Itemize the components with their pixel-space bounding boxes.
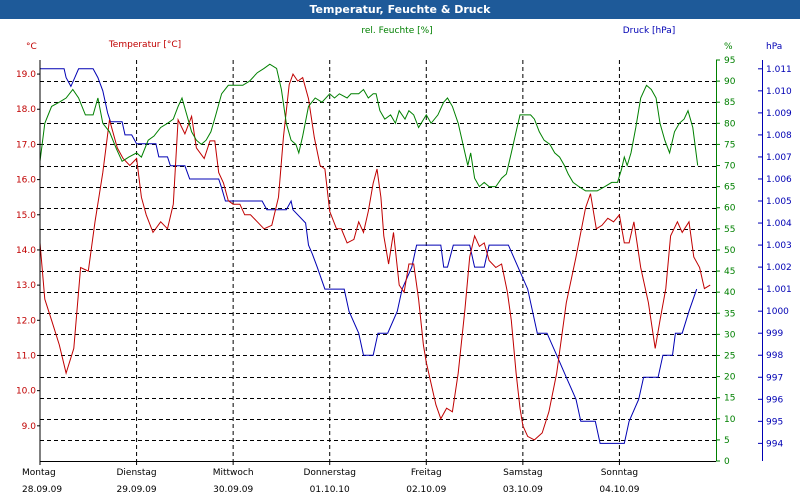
humidity-tick-label: 10 — [724, 415, 736, 425]
pressure-tick-label: 1.009 — [766, 109, 792, 119]
x-date-label: 29.09.09 — [117, 485, 157, 495]
humidity-tick-label: 50 — [724, 246, 736, 256]
pressure-unit-label: hPa — [766, 42, 782, 52]
humidity-tick-label: 40 — [724, 288, 736, 298]
pressure-tick-label: 995 — [766, 417, 783, 427]
humidity-tick-label: 85 — [724, 98, 735, 108]
temperature-unit-label: °C — [26, 42, 37, 52]
pressure-tick-label: 1.011 — [766, 65, 792, 75]
humidity-unit-label: % — [724, 42, 733, 52]
pressure-tick-label: 1.001 — [766, 285, 792, 295]
x-date-label: 03.10.09 — [503, 485, 543, 495]
pressure-tick-label: 996 — [766, 395, 783, 405]
temperature-tick-label: 9.0 — [22, 422, 37, 432]
humidity-tick-label: 30 — [724, 330, 736, 340]
temperature-tick-label: 11.0 — [16, 351, 36, 361]
humidity-tick-label: 35 — [724, 309, 735, 319]
humidity-tick-label: 95 — [724, 56, 735, 66]
x-day-label: Montag — [22, 468, 56, 478]
temperature-tick-label: 13.0 — [16, 281, 36, 291]
plot-frame — [39, 60, 763, 462]
humidity-tick-label: 45 — [724, 267, 735, 277]
humidity-tick-label: 80 — [724, 119, 736, 129]
temperature-tick-label: 18.0 — [16, 105, 36, 115]
humidity-tick-label: 20 — [724, 373, 736, 383]
chart-area: Temperatur [°C] rel. Feuchte [%] Druck [hP… — [16, 26, 792, 495]
x-date-label: 04.10.09 — [599, 485, 639, 495]
temperature-tick-label: 17.0 — [16, 140, 36, 150]
x-day-label: Sonntag — [601, 468, 638, 478]
humidity-axis-label: rel. Feuchte [%] — [361, 26, 432, 36]
x-day-label: Donnerstag — [303, 468, 356, 478]
pressure-tick-label: 1.010 — [766, 87, 792, 97]
temperature-tick-label: 16.0 — [16, 176, 36, 186]
temperature-tick-label: 12.0 — [16, 316, 36, 326]
humidity-tick-label: 0 — [724, 457, 730, 467]
chart-title: Temperatur, Feuchte & Druck — [0, 0, 800, 19]
humidity-tick-label: 75 — [724, 140, 735, 150]
series-line-pressure — [40, 68, 698, 444]
x-date-label: 01.10.10 — [310, 485, 350, 495]
series-layer — [39, 63, 711, 444]
pressure-axis-label: Druck [hPa] — [623, 26, 676, 36]
pressure-tick-label: 1.007 — [766, 153, 792, 163]
pressure-tick-label: 1.006 — [766, 175, 792, 185]
humidity-tick-label: 60 — [724, 204, 736, 214]
temperature-tick-label: 15.0 — [16, 211, 36, 221]
x-date-label: 02.10.09 — [406, 485, 446, 495]
humidity-tick-label: 55 — [724, 225, 735, 235]
pressure-tick-label: 1.003 — [766, 241, 792, 251]
grid-lines — [40, 60, 716, 461]
temperature-axis-label: Temperatur [°C] — [108, 40, 181, 50]
pressure-tick-label: 1.004 — [766, 219, 792, 229]
humidity-tick-label: 90 — [724, 77, 736, 87]
pressure-tick-label: 1.005 — [766, 197, 792, 207]
humidity-tick-label: 25 — [724, 351, 735, 361]
x-date-label: 28.09.09 — [22, 485, 62, 495]
pressure-tick-label: 998 — [766, 351, 783, 361]
pressure-tick-label: 997 — [766, 373, 783, 383]
series-line-temperature — [39, 73, 711, 441]
pressure-tick-label: 994 — [766, 439, 783, 449]
temperature-tick-label: 10.0 — [16, 387, 36, 397]
pressure-tick-label: 1.008 — [766, 131, 792, 141]
humidity-tick-label: 70 — [724, 162, 736, 172]
x-day-label: Samstag — [503, 468, 542, 478]
temperature-tick-label: 19.0 — [16, 70, 36, 80]
x-day-label: Freitag — [411, 468, 442, 478]
series-line-humidity — [39, 63, 699, 192]
x-date-label: 30.09.09 — [213, 485, 253, 495]
temperature-tick-label: 14.0 — [16, 246, 36, 256]
x-day-label: Dienstag — [117, 468, 157, 478]
pressure-tick-label: 1000 — [766, 307, 789, 317]
humidity-tick-label: 5 — [724, 436, 730, 446]
x-day-label: Mittwoch — [213, 468, 254, 478]
pressure-tick-label: 1.002 — [766, 263, 792, 273]
humidity-tick-label: 65 — [724, 183, 735, 193]
humidity-tick-label: 15 — [724, 394, 735, 404]
axes-layer: Temperatur [°C] rel. Feuchte [%] Druck [hP… — [16, 26, 792, 495]
pressure-tick-label: 999 — [766, 329, 783, 339]
